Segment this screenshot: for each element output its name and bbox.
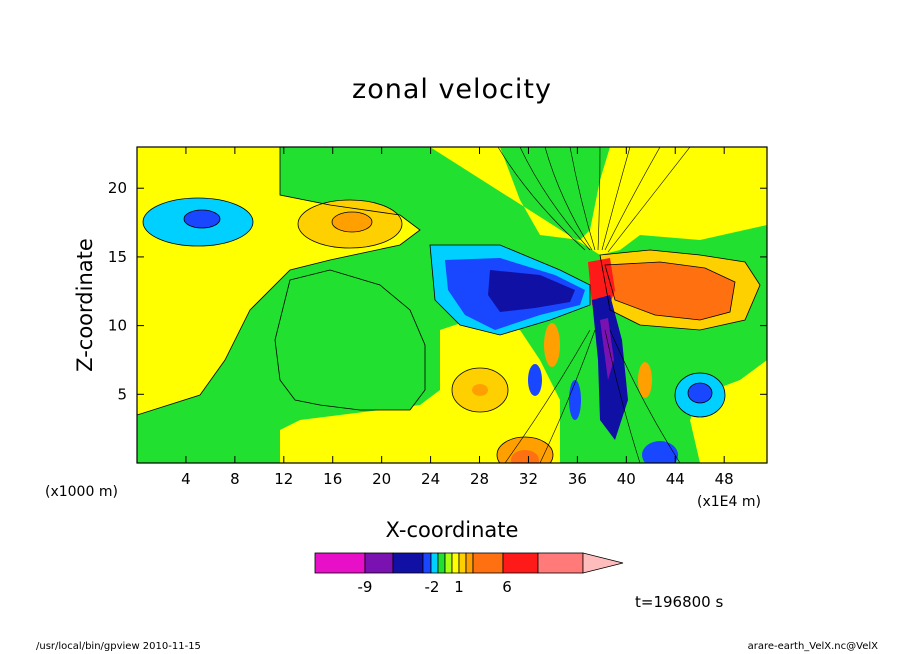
colorbar-segment <box>451 552 460 574</box>
contour-blue-thin <box>569 380 581 420</box>
contour-orange-top <box>332 212 372 232</box>
plot-frame <box>136 146 768 464</box>
y-tick-label: 20 <box>108 179 127 197</box>
colorbar-tick-label: 1 <box>454 578 464 596</box>
y-tick-label: 15 <box>108 248 127 266</box>
colorbar-segment <box>422 552 432 574</box>
x-tick-label: 8 <box>230 470 240 488</box>
contour-orange-right <box>605 262 735 320</box>
colorbar-segment <box>458 552 467 574</box>
x-tick-label: 16 <box>323 470 342 488</box>
x-tick-label: 44 <box>666 470 685 488</box>
contour-streaks <box>497 147 691 463</box>
contour-green-center <box>275 270 425 410</box>
colorbar-tick-label: -9 <box>358 578 373 596</box>
chart-title: zonal velocity <box>352 74 552 105</box>
contour-purple-streak <box>600 318 614 380</box>
y-axis-label: Z-coordinate <box>73 238 97 372</box>
y-tick-label: 5 <box>117 385 127 403</box>
colorbar-segment <box>444 552 453 574</box>
x-ticks: 4 8 12 16 20 24 28 32 36 40 44 48 <box>181 147 734 488</box>
contour-lines <box>137 147 761 463</box>
contour-field <box>137 147 767 463</box>
x-tick-label: 36 <box>568 470 587 488</box>
x-tick-label: 32 <box>519 470 538 488</box>
contour-darkorange-bottom <box>511 450 539 463</box>
contour-blue-lower-right <box>688 383 712 403</box>
contour-orange-small <box>544 323 560 367</box>
x-tick-label: 48 <box>715 470 734 488</box>
colorbar-segment <box>430 552 439 574</box>
contour-blue-topleft <box>184 210 220 228</box>
colorbar-segment <box>364 552 394 574</box>
colorbar-segment <box>437 552 446 574</box>
y-ticks: 5 10 15 20 <box>108 179 767 403</box>
x-unit-label: (x1000 m) <box>45 484 118 500</box>
colorbar-segment <box>537 552 584 574</box>
x-tick-label: 12 <box>274 470 293 488</box>
colorbar-segment <box>314 552 366 574</box>
colorbar-arrow <box>582 552 624 574</box>
colorbar-segment <box>502 552 539 574</box>
colorbar-tick-label: 6 <box>502 578 512 596</box>
footer-left-text: /usr/local/bin/gpview 2010-11-15 <box>36 641 201 652</box>
contour-blue-small <box>528 364 542 396</box>
contour-yellow-top-right <box>430 147 767 255</box>
time-label: t=196800 s <box>635 593 724 611</box>
x-tick-label: 4 <box>181 470 191 488</box>
colorbar <box>314 552 624 574</box>
contour-blue-bottom <box>642 441 678 463</box>
colorbar-segment <box>392 552 424 574</box>
colorbar-labels: -9 -2 1 6 <box>358 578 512 596</box>
x-exponent-label: (x1E4 m) <box>697 494 761 510</box>
colorbar-segment <box>465 552 474 574</box>
colorbar-tick-label: -2 <box>425 578 440 596</box>
colorbar-segment <box>472 552 504 574</box>
x-axis-label: X-coordinate <box>386 518 519 542</box>
x-tick-label: 24 <box>421 470 440 488</box>
contour-orange-lower <box>472 384 488 396</box>
y-tick-label: 10 <box>108 317 127 335</box>
x-tick-label: 40 <box>617 470 636 488</box>
footer-right-text: arare-earth_VelX.nc@VelX <box>747 641 878 652</box>
contour-navy-central <box>488 270 575 312</box>
contour-orange-thin <box>638 362 652 398</box>
x-tick-label: 20 <box>372 470 391 488</box>
x-tick-label: 28 <box>470 470 489 488</box>
